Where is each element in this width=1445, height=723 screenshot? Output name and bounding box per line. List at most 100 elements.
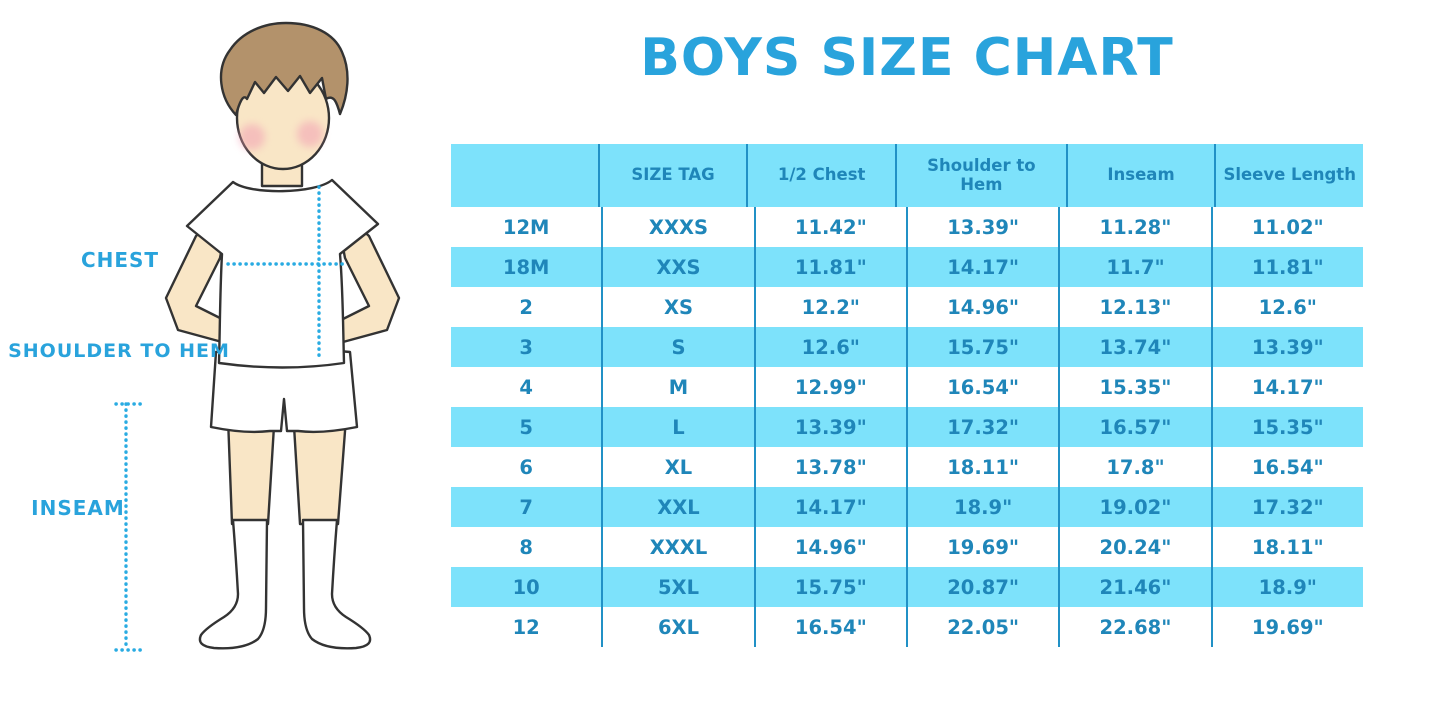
size-table: SIZE TAG 1/2 Chest Shoulder to Hem Inseam Sl… xyxy=(451,144,1363,647)
table-cell: 12.13" xyxy=(1058,287,1210,327)
table-cell: 6 xyxy=(519,455,533,479)
table-row: 4 M 12.99" 16.54" 15.35" 14.17" xyxy=(451,367,1363,407)
table-row: 6 XL 13.78" 18.11" 17.8" 16.54" xyxy=(451,447,1363,487)
table-cell: 5XL xyxy=(601,567,753,607)
table-cell: 12.99" xyxy=(753,367,906,407)
table-cell: 20.24" xyxy=(1058,527,1210,567)
table-cell: 16.54" xyxy=(753,607,906,647)
table-row: 12 6XL 16.54" 22.05" 22.68" 19.69" xyxy=(451,607,1363,647)
table-cell: 13.74" xyxy=(1058,327,1210,367)
table-cell: 12.2" xyxy=(753,287,906,327)
table-cell: 16.54" xyxy=(905,367,1058,407)
table-cell: 11.81" xyxy=(753,247,906,287)
table-cell: 6XL xyxy=(601,607,753,647)
boy-left-sock xyxy=(198,518,269,650)
table-row: 2 XS 12.2" 14.96" 12.13" 12.6" xyxy=(451,287,1363,327)
table-cell: 7 xyxy=(519,495,533,519)
page-title: BOYS SIZE CHART xyxy=(640,28,1174,88)
table-cell: 22.68" xyxy=(1058,607,1210,647)
table-cell: 14.17" xyxy=(1210,367,1363,407)
table-cell: 11.81" xyxy=(1210,247,1363,287)
table-cell: 15.75" xyxy=(753,567,906,607)
table-cell: 16.57" xyxy=(1058,407,1210,447)
boy-figure-svg xyxy=(114,21,401,652)
table-cell: 4 xyxy=(519,375,533,399)
table-cell: 12.6" xyxy=(1210,287,1363,327)
table-row: 3 S 12.6" 15.75" 13.74" 13.39" xyxy=(451,327,1363,367)
table-cell: 12.6" xyxy=(753,327,906,367)
table-cell: 14.17" xyxy=(905,247,1058,287)
table-cell: 18.9" xyxy=(905,487,1058,527)
column-header: SIZE TAG xyxy=(597,144,747,207)
boy-left-cheek xyxy=(239,124,265,150)
table-cell: S xyxy=(601,327,753,367)
table-cell: 14.17" xyxy=(753,487,906,527)
column-header xyxy=(451,144,598,207)
table-cell: 22.05" xyxy=(905,607,1058,647)
table-cell: 18.11" xyxy=(1210,527,1363,567)
table-cell: 8 xyxy=(519,535,533,559)
table-cell: 11.7" xyxy=(1058,247,1210,287)
table-cell: 13.39" xyxy=(1210,327,1363,367)
boy-tshirt xyxy=(185,178,380,369)
table-cell: 13.39" xyxy=(753,407,906,447)
table-cell: XXXS xyxy=(601,207,753,247)
table-cell: 3 xyxy=(519,335,533,359)
table-cell: XXL xyxy=(601,487,753,527)
table-cell: 17.8" xyxy=(1058,447,1210,487)
table-cell: 11.42" xyxy=(753,207,906,247)
table-cell: 17.32" xyxy=(905,407,1058,447)
table-row: 12M XXXS 11.42" 13.39" 11.28" 11.02" xyxy=(451,207,1363,247)
column-header: Sleeve Length xyxy=(1214,144,1363,207)
table-cell: 16.54" xyxy=(1210,447,1363,487)
inseam-label: INSEAM xyxy=(31,496,125,520)
table-row: 10 5XL 15.75" 20.87" 21.46" 18.9" xyxy=(451,567,1363,607)
table-cell: 18M xyxy=(502,255,550,279)
table-cell: 12 xyxy=(512,615,540,639)
table-cell: 10 xyxy=(512,575,540,599)
column-header: Inseam xyxy=(1065,144,1215,207)
table-cell: 20.87" xyxy=(905,567,1058,607)
table-row: 5 L 13.39" 17.32" 16.57" 15.35" xyxy=(451,407,1363,447)
table-row: 8 XXXL 14.96" 19.69" 20.24" 18.11" xyxy=(451,527,1363,567)
shoulder-to-hem-label: SHOULDER TO HEM xyxy=(8,340,230,362)
table-cell: 11.02" xyxy=(1210,207,1363,247)
table-cell: 17.32" xyxy=(1210,487,1363,527)
table-cell: 13.39" xyxy=(905,207,1058,247)
boy-right-sock xyxy=(301,518,372,650)
table-cell: 18.11" xyxy=(905,447,1058,487)
table-cell: 19.69" xyxy=(1210,607,1363,647)
chest-label: CHEST xyxy=(80,248,160,272)
table-cell: 13.78" xyxy=(753,447,906,487)
table-cell: M xyxy=(601,367,753,407)
table-cell: 15.35" xyxy=(1210,407,1363,447)
table-cell: 19.69" xyxy=(905,527,1058,567)
table-cell: 12M xyxy=(502,215,550,239)
table-cell: 14.96" xyxy=(753,527,906,567)
boy-left-leg xyxy=(226,416,276,526)
boy-right-cheek xyxy=(297,121,323,147)
boy-figure-illustration xyxy=(0,0,450,723)
table-cell: 2 xyxy=(519,295,533,319)
boy-right-leg xyxy=(292,416,348,526)
table-cell: XL xyxy=(601,447,753,487)
column-header: 1/2 Chest xyxy=(746,144,895,207)
table-cell: L xyxy=(601,407,753,447)
table-cell: 19.02" xyxy=(1058,487,1210,527)
table-cell: 18.9" xyxy=(1210,567,1363,607)
table-cell: XXXL xyxy=(601,527,753,567)
table-cell: XS xyxy=(601,287,753,327)
table-cell: 15.75" xyxy=(905,327,1058,367)
table-header-row: SIZE TAG 1/2 Chest Shoulder to Hem Inseam Sl… xyxy=(451,144,1363,207)
boy-hair xyxy=(219,21,349,117)
table-cell: 21.46" xyxy=(1058,567,1210,607)
table-row: 7 XXL 14.17" 18.9" 19.02" 17.32" xyxy=(451,487,1363,527)
table-cell: 15.35" xyxy=(1058,367,1210,407)
table-cell: 5 xyxy=(519,415,533,439)
table-row: 18M XXS 11.81" 14.17" 11.7" 11.81" xyxy=(451,247,1363,287)
table-cell: 14.96" xyxy=(905,287,1058,327)
table-cell: XXS xyxy=(601,247,753,287)
table-cell: 11.28" xyxy=(1058,207,1210,247)
column-header: Shoulder to Hem xyxy=(895,144,1066,207)
